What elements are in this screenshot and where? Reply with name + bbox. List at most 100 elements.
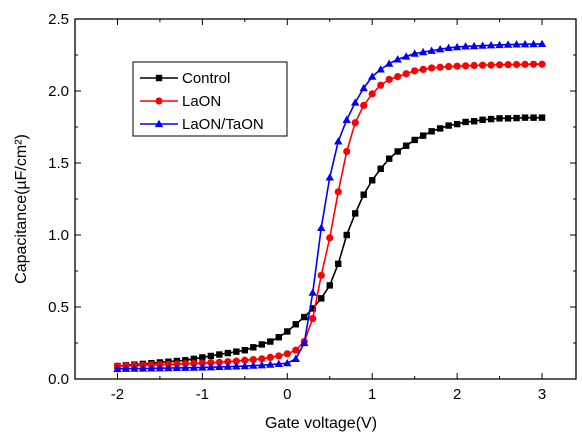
series-control bbox=[114, 114, 546, 370]
data-point-laon-taon bbox=[427, 46, 436, 54]
data-point-control bbox=[402, 142, 410, 149]
data-point-laon bbox=[445, 62, 453, 71]
data-point-laon bbox=[292, 346, 300, 354]
data-point-control bbox=[445, 122, 452, 129]
data-point-laon-taon bbox=[155, 364, 165, 372]
data-point-laon bbox=[521, 60, 529, 68]
data-point-laon-taon bbox=[147, 364, 156, 372]
data-point-laon bbox=[343, 147, 351, 156]
data-point-control bbox=[538, 114, 546, 121]
data-point-laon-taon bbox=[512, 40, 521, 48]
data-point-laon bbox=[241, 356, 249, 364]
y-tick-label: 2.0 bbox=[48, 83, 69, 100]
y-tick-label: 1.0 bbox=[48, 227, 69, 244]
data-point-laon-taon bbox=[164, 363, 173, 372]
data-point-laon bbox=[368, 90, 376, 98]
data-point-laon bbox=[377, 81, 385, 89]
data-point-laon-taon bbox=[410, 49, 419, 57]
data-point-laon bbox=[232, 357, 240, 365]
data-point-laon-taon bbox=[181, 363, 190, 371]
data-point-control bbox=[284, 328, 291, 335]
data-point-laon-taon bbox=[249, 361, 258, 369]
x-tick-label: -1 bbox=[196, 386, 209, 403]
data-point-laon bbox=[249, 355, 257, 364]
data-point-laon bbox=[326, 234, 334, 242]
data-point-laon-taon bbox=[359, 83, 368, 92]
data-point-control bbox=[335, 260, 342, 267]
data-point-control bbox=[326, 282, 333, 289]
data-point-laon-taon bbox=[291, 354, 300, 362]
data-point-control bbox=[199, 354, 206, 361]
data-point-laon-taon bbox=[418, 47, 428, 56]
data-point-control bbox=[292, 321, 299, 328]
data-point-laon-taon bbox=[240, 361, 250, 370]
data-point-control bbox=[411, 136, 418, 144]
series-layer bbox=[113, 39, 547, 373]
data-point-laon-taon bbox=[461, 42, 470, 50]
data-point-laon bbox=[334, 188, 342, 196]
x-tick-label: 1 bbox=[368, 386, 376, 403]
data-point-laon-taon bbox=[215, 362, 224, 371]
data-point-laon bbox=[411, 67, 419, 75]
data-point-control bbox=[224, 349, 232, 357]
data-point-control bbox=[233, 348, 240, 355]
legend-label-control: Control bbox=[182, 70, 230, 87]
legend-entry-laon-taon: LaON/TaON bbox=[140, 116, 264, 133]
data-point-laon bbox=[487, 61, 495, 69]
data-point-control bbox=[530, 114, 537, 121]
data-point-laon bbox=[198, 359, 206, 367]
data-point-laon-taon bbox=[283, 358, 292, 367]
data-point-control bbox=[513, 114, 520, 122]
data-point-control bbox=[428, 128, 435, 135]
data-point-laon bbox=[495, 61, 504, 69]
x-axis-label: Gate voltage(V) bbox=[265, 415, 377, 432]
legend-marker-control bbox=[155, 74, 163, 82]
series-laon-taon bbox=[113, 39, 547, 373]
data-point-control bbox=[436, 125, 444, 132]
data-point-control bbox=[394, 148, 401, 155]
data-point-control bbox=[462, 118, 469, 126]
data-point-laon-taon bbox=[384, 59, 394, 67]
data-point-laon bbox=[436, 63, 444, 71]
data-point-control bbox=[377, 165, 384, 172]
x-tick-label: 2 bbox=[453, 386, 461, 403]
axis-ticks: -2 -1 0 1 2 3 0.0 0.5 1.0 1.5 2.0 2.5 bbox=[48, 11, 576, 403]
data-point-laon bbox=[385, 75, 393, 84]
y-tick-label: 1.5 bbox=[48, 155, 69, 172]
data-point-laon-taon bbox=[317, 223, 326, 231]
data-point-laon bbox=[394, 73, 402, 81]
legend-label-laon-taon: LaON/TaON bbox=[182, 116, 264, 133]
data-point-laon-taon bbox=[198, 363, 207, 371]
data-point-laon bbox=[275, 352, 283, 360]
data-point-laon-taon bbox=[121, 364, 131, 372]
data-point-laon-taon bbox=[376, 65, 385, 73]
legend-label-laon: LaON bbox=[182, 93, 221, 110]
y-tick-label: 0.0 bbox=[48, 371, 69, 388]
data-point-laon bbox=[207, 359, 215, 367]
data-point-laon bbox=[512, 60, 521, 69]
data-point-laon bbox=[215, 358, 223, 366]
data-point-control bbox=[487, 115, 495, 123]
legend-marker-laon-taon bbox=[154, 119, 164, 128]
data-point-control bbox=[352, 210, 359, 217]
data-point-control bbox=[504, 115, 512, 122]
data-point-laon-taon bbox=[189, 363, 199, 371]
data-point-laon-taon bbox=[172, 363, 182, 372]
data-point-laon-taon bbox=[503, 40, 513, 48]
y-tick-label: 0.5 bbox=[48, 299, 69, 316]
x-tick-label: 3 bbox=[538, 386, 546, 403]
data-point-control bbox=[241, 347, 249, 354]
legend: Control LaON LaON/TaON bbox=[132, 61, 288, 137]
data-point-laon bbox=[283, 350, 291, 358]
data-point-control bbox=[207, 352, 215, 360]
data-point-laon bbox=[351, 119, 359, 127]
data-point-laon bbox=[529, 60, 538, 68]
data-point-laon bbox=[538, 60, 546, 68]
data-point-control bbox=[216, 351, 223, 358]
data-point-laon-taon bbox=[529, 39, 538, 48]
data-point-laon-taon bbox=[334, 137, 343, 145]
data-point-control bbox=[318, 295, 325, 302]
data-point-control bbox=[453, 120, 461, 128]
data-point-laon bbox=[419, 65, 427, 73]
